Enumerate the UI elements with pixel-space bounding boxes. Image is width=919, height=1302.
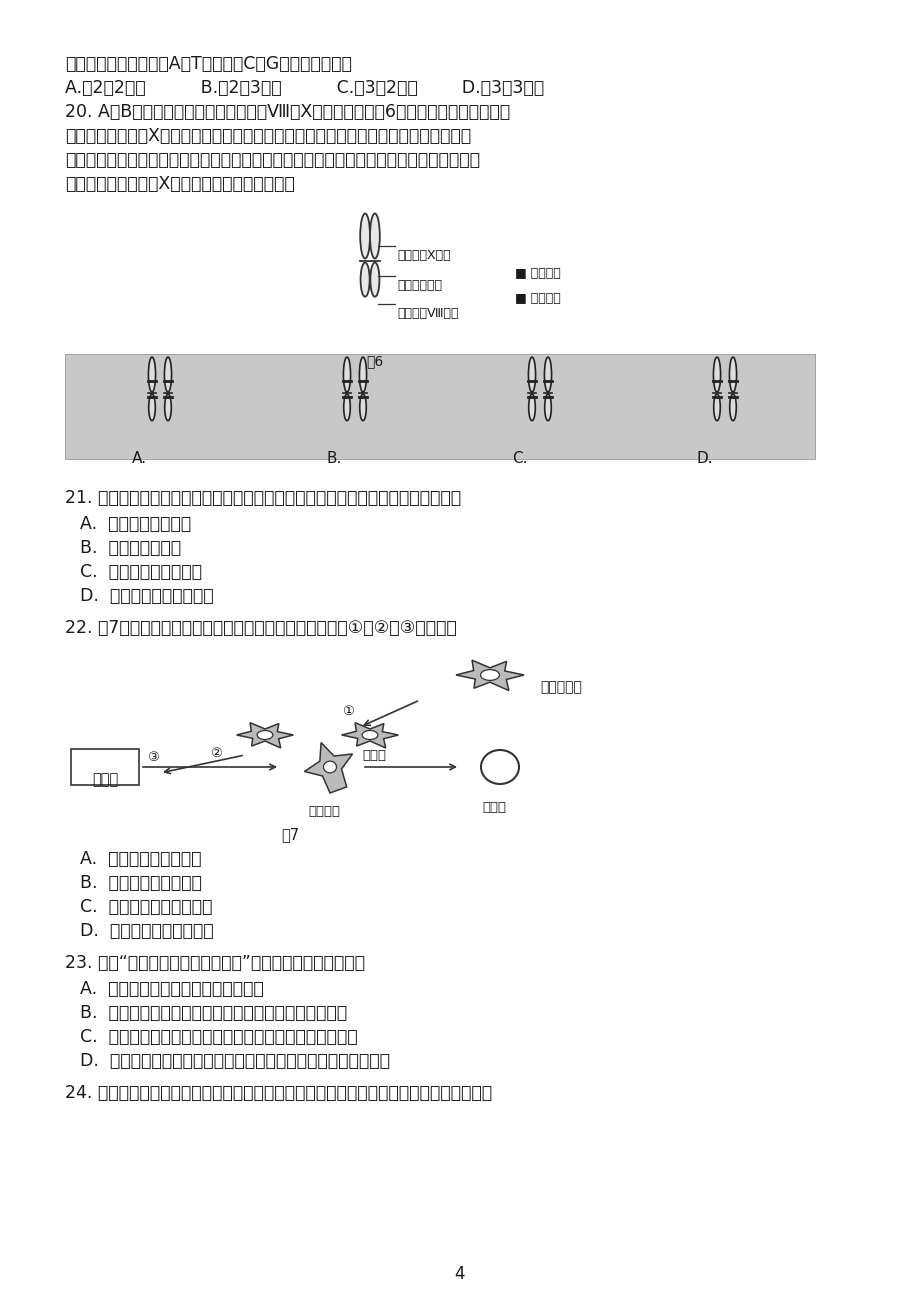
FancyBboxPatch shape [71,749,139,785]
Ellipse shape [148,357,155,392]
Polygon shape [304,742,352,793]
Ellipse shape [528,357,535,392]
Text: D.  分化、去分化、转分化: D. 分化、去分化、转分化 [80,922,213,940]
Text: A.  若不去掹脑，将观察不到攅手反射: A. 若不去掹脑，将观察不到攅手反射 [80,980,264,999]
Text: ①: ① [342,704,354,717]
Text: 4: 4 [454,1266,465,1282]
Polygon shape [236,723,293,747]
Text: 24. 植物根部有向若背光侧生长的特性。将萍发中的幼苗呈水平犰用细线悬挂在只能获得单: 24. 植物根部有向若背光侧生长的特性。将萍发中的幼苗呈水平犰用细线悬挂在只能获… [65,1085,492,1101]
Polygon shape [456,660,524,690]
Text: 神经细胞: 神经细胞 [308,805,340,818]
Text: 21. 从新鲜的菠菜叶片提取叶绿体色素，发现提取液明显偏黄绿色，最可能的原因是: 21. 从新鲜的菠菜叶片提取叶绿体色素，发现提取液明显偏黄绿色，最可能的原因是 [65,490,460,506]
Ellipse shape [370,263,379,297]
Ellipse shape [359,395,366,421]
Text: D.: D. [697,450,713,466]
Text: C.  分裂、去分化、转分化: C. 分裂、去分化、转分化 [80,898,212,917]
Text: A.  加入的石英砂太多: A. 加入的石英砂太多 [80,516,191,533]
Ellipse shape [544,395,550,421]
FancyBboxPatch shape [65,354,814,460]
Text: 干细胞: 干细胞 [92,772,118,786]
Text: 23. 有关“观察牛蛙的脊高反射现象”实验，下列说法正确的是: 23. 有关“观察牛蛙的脊高反射现象”实验，下列说法正确的是 [65,954,365,973]
Ellipse shape [323,762,336,773]
Text: ②: ② [210,747,221,760]
Text: A.: A. [131,450,147,466]
Ellipse shape [360,214,369,259]
Text: 凝血因子Ⅷ基因: 凝血因子Ⅷ基因 [397,307,458,320]
Text: D.  一次加入过多无水乙醇: D. 一次加入过多无水乙醇 [80,587,213,605]
Text: C.: C. [512,450,527,466]
Text: 红绿色盲基因: 红绿色盲基因 [397,279,441,292]
Ellipse shape [256,730,273,740]
Ellipse shape [362,730,378,740]
Text: 成纤维细胞: 成纤维细胞 [539,680,581,694]
Text: B.  该实验表明脊高可以不依赖于大脑调节一些生理活动: B. 该实验表明脊高可以不依赖于大脑调节一些生理活动 [80,1004,346,1022]
Text: 一体，为了逼真起见，A与T之间以及C与G之间最好分别钉: 一体，为了逼真起见，A与T之间以及C与G之间最好分别钉 [65,55,351,73]
Text: ③: ③ [147,751,159,764]
Ellipse shape [344,395,350,421]
Ellipse shape [369,214,380,259]
Text: 凝血因子Ⅹ基因: 凝血因子Ⅹ基因 [397,249,450,262]
Ellipse shape [729,395,735,421]
Text: B.  分裂、转分化、分化: B. 分裂、转分化、分化 [80,874,201,892]
Text: ■ 致病基因: ■ 致病基因 [515,292,561,305]
Polygon shape [341,723,398,747]
Text: B.: B. [326,450,342,466]
Ellipse shape [343,357,350,392]
Ellipse shape [165,395,171,421]
Text: C.  环割并去掉脚趾皮肤的目的是让攅手反射现象更加明显: C. 环割并去掉脚趾皮肤的目的是让攅手反射现象更加明显 [80,1029,357,1046]
Ellipse shape [360,263,369,297]
Ellipse shape [149,395,155,421]
Text: B.  没有加入碳酸钙: B. 没有加入碳酸钙 [80,539,181,557]
Text: 子：一个患有色盲和血友病，一个患有血友病，一个患有色盲，一个正常。若不考虑基因突: 子：一个患有色盲和血友病，一个患有血友病，一个患有色盲，一个正常。若不考虑基因突 [65,151,480,169]
Text: 22. 图7显示成纤维细胞在调控过程中的定向转化，其中，①、②、③分别表示: 22. 图7显示成纤维细胞在调控过程中的定向转化，其中，①、②、③分别表示 [65,618,456,637]
Text: A.　2和2个钉          B.　2和3个钉          C.　3和2个钉        D.　3和3个钉: A. 2和2个钉 B. 2和3个钉 C. 3和2个钉 D. 3和3个钉 [65,79,543,98]
Ellipse shape [481,750,518,784]
Ellipse shape [165,357,171,392]
Text: A.  分裂、分化、去分化: A. 分裂、分化、去分化 [80,850,201,868]
Ellipse shape [712,357,720,392]
Text: 图7: 图7 [280,827,299,842]
Text: 20. A、B型血友病分别由于凝血因子（Ⅷ和Ⅹ）缺失导致。图6显示了两种凝血因子基因: 20. A、B型血友病分别由于凝血因子（Ⅷ和Ⅹ）缺失导致。图6显示了两种凝血因子… [65,103,509,121]
Ellipse shape [480,669,499,681]
Ellipse shape [528,395,535,421]
Text: 图6: 图6 [366,354,383,368]
Ellipse shape [729,357,736,392]
Text: C.  用脅脂棉过滤不彻底: C. 用脅脂棉过滤不彻底 [80,562,202,581]
Ellipse shape [713,395,720,421]
Ellipse shape [544,357,551,392]
Text: D.  由于蛙腹部和脚趾尖都有感受器，刺激两处都会出现攅手反射: D. 由于蛙腹部和脚趾尖都有感受器，刺激两处都会出现攅手反射 [80,1052,390,1070]
Text: ■ 正常基因: ■ 正常基因 [515,267,561,280]
Text: 转分化: 转分化 [361,749,386,762]
Text: 变，则母亲体细胞中X染色体上基因位点最可能是: 变，则母亲体细胞中X染色体上基因位点最可能是 [65,174,294,193]
Text: 和红绿色盲基因在X染色体上的位点。一对健康夫妇（他们的双亲均正常）生育了四个儿: 和红绿色盲基因在X染色体上的位点。一对健康夫妇（他们的双亲均正常）生育了四个儿 [65,128,471,145]
Ellipse shape [359,357,366,392]
Text: 血细胞: 血细胞 [482,801,505,814]
